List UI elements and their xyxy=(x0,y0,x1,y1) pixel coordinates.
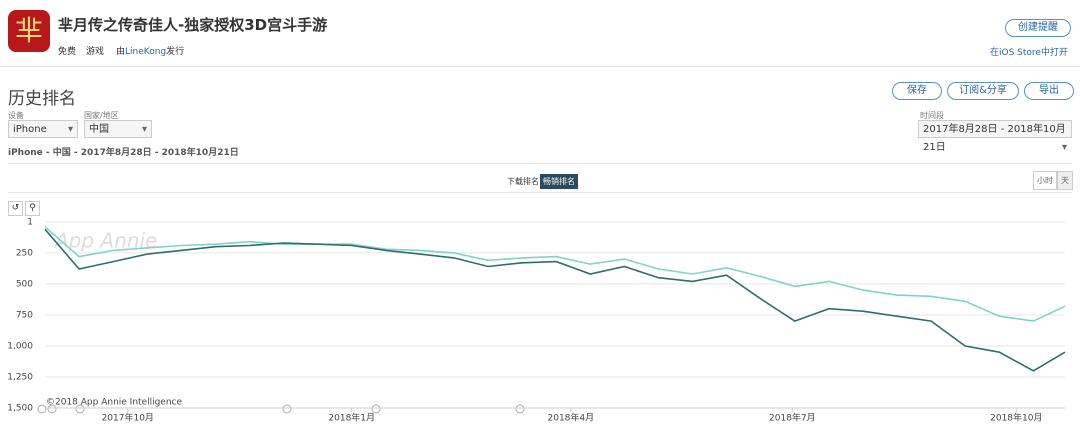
divider xyxy=(8,192,1072,193)
text: 由 xyxy=(116,47,126,57)
event-markers xyxy=(37,404,525,414)
reset-button[interactable]: ↺ xyxy=(8,201,23,216)
country-select[interactable]: 中国 xyxy=(84,120,152,139)
chart: App Annie ©2018 App Annie Intelligence 1… xyxy=(7,218,1066,424)
price: 免费 xyxy=(58,47,77,57)
x-tick-label: 2018年7月 xyxy=(769,412,816,424)
store-link[interactable]: 在iOS Store中打开 xyxy=(990,48,1068,58)
grossing-tab[interactable]: 畅销排名 xyxy=(540,174,578,189)
hour-toggle[interactable]: 小时 xyxy=(1033,171,1057,190)
export-button[interactable]: 导出 xyxy=(1024,82,1074,100)
country-label: 国家/地区 xyxy=(84,111,119,120)
subscribe-button[interactable]: 订阅&分享 xyxy=(947,82,1019,100)
device-label: 设备 xyxy=(8,111,24,120)
app-icon: 芈 xyxy=(8,10,50,52)
app-title: 芈月传之传奇佳人-独家授权3D宫斗手游 xyxy=(58,16,328,34)
save-button[interactable]: 保存 xyxy=(892,82,942,100)
day-toggle[interactable]: 天 xyxy=(1057,171,1073,190)
period-label: 时间段 xyxy=(920,111,944,120)
summary: iPhone - 中国 - 2017年8月28日 - 2018年10月21日 xyxy=(8,148,239,158)
y-tick-label: 500 xyxy=(16,279,33,289)
x-tick-label: 2018年10月 xyxy=(990,412,1042,424)
alert-button[interactable]: 创建提醒 xyxy=(1005,19,1071,37)
period-select[interactable]: 2017年8月28日 - 2018年10月21日 xyxy=(918,120,1072,157)
x-tick-label: 2018年1月 xyxy=(328,412,375,424)
zoom-button[interactable]: ⚲ xyxy=(25,201,40,216)
category: 游戏 xyxy=(86,47,105,57)
text: 发行 xyxy=(166,47,185,57)
y-tick-label: 1 xyxy=(27,218,33,228)
publisher-line: 由LineKong发行 xyxy=(116,44,184,57)
x-tick-label: 2017年10月 xyxy=(102,412,154,424)
y-tick-label: 250 xyxy=(16,248,33,258)
device-select[interactable]: iPhone xyxy=(8,120,78,139)
divider xyxy=(8,163,1072,164)
section-title: 历史排名 xyxy=(8,89,76,109)
y-tick-label: 1,000 xyxy=(7,341,33,351)
y-tick-label: 750 xyxy=(16,310,33,320)
publisher-link[interactable]: LineKong xyxy=(125,47,167,57)
y-tick-label: 1,500 xyxy=(7,404,33,414)
series-line xyxy=(44,226,1066,322)
downloads-tab[interactable]: 下载排名 xyxy=(507,177,539,186)
y-tick-label: 1,250 xyxy=(7,372,33,382)
series-line xyxy=(44,228,1066,372)
x-tick-label: 2018年4月 xyxy=(548,412,595,424)
copyright: ©2018 App Annie Intelligence xyxy=(46,398,183,408)
divider xyxy=(0,66,1080,67)
